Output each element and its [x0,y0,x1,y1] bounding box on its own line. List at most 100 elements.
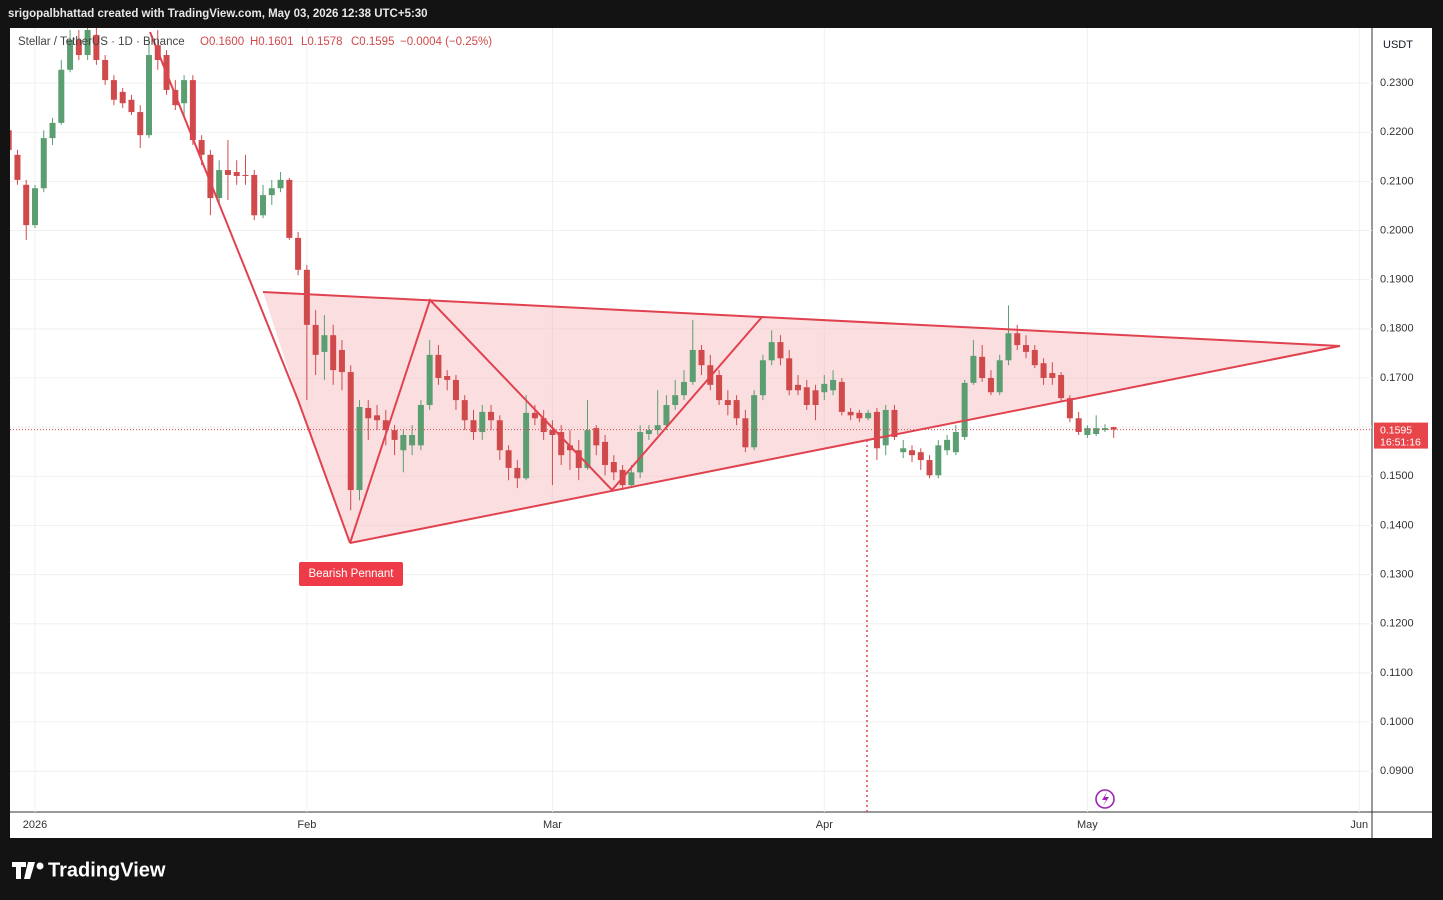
legend-value: O0.1600 [200,36,244,48]
candle-body [391,430,398,440]
candle-body [444,376,451,380]
last-price-label: 0.1595 [1380,424,1412,436]
chart-panel [10,28,1432,838]
candle-body [31,188,38,226]
candle-body [759,360,766,396]
candle-body [23,184,30,226]
candle-body [952,432,959,453]
candle-body [987,377,994,393]
candle-body [1084,428,1091,435]
candle-body [909,450,916,456]
candle-body [742,418,749,448]
candle-body [14,154,21,180]
candle-body [575,450,582,468]
candle-body [75,39,82,56]
candle-body [181,80,188,104]
y-tick-label: 0.1000 [1380,716,1414,728]
y-tick-label: 0.0900 [1380,765,1414,777]
candle-body [268,188,275,196]
candle-body [233,172,240,176]
x-tick-label: Apr [816,819,833,831]
candle-body [935,445,942,476]
legend-value: H0.1601 [250,36,293,48]
candle-body [461,400,468,421]
pennant-area [263,292,1340,543]
y-tick-label: 0.2000 [1380,224,1414,236]
countdown: 16:51:16 [1380,436,1421,448]
x-tick-label: Mar [543,819,562,831]
candle-body [891,409,898,437]
candle-body [189,80,196,141]
candle-body [93,34,100,60]
candle-body [488,411,495,421]
candle-body [944,439,951,451]
candle-body [58,69,65,123]
candle-body [531,412,538,419]
axis-unit: USDT [1383,39,1413,51]
candle-body [242,174,249,176]
alert-icon[interactable] [1095,789,1115,809]
candle-body [680,381,687,396]
candle-body [979,356,986,378]
candle-body [803,387,810,406]
candle-body [505,450,512,468]
candle-body [110,80,117,100]
candle-body [84,29,91,56]
candle-body [10,130,12,150]
candle-body [277,179,284,189]
candle-body [496,420,503,451]
y-tick-label: 0.1400 [1380,519,1414,531]
candle-body [1075,418,1082,433]
x-tick-label: May [1077,819,1098,831]
candle-body [523,412,530,479]
candle-body [137,112,144,136]
candle-body [435,354,442,378]
candle-body [645,430,652,435]
candle-body [873,411,880,449]
candle-body [794,384,801,391]
candle-body [1110,427,1117,430]
candle-body [865,412,872,419]
y-tick-label: 0.1700 [1380,372,1414,384]
candle-body [663,405,670,426]
candle-body [777,342,784,359]
y-tick-label: 0.1800 [1380,323,1414,335]
x-tick-label: 2026 [23,819,47,831]
y-tick-label: 0.1900 [1380,274,1414,286]
lower-trendline [349,345,1341,544]
candle-body [295,237,302,270]
y-tick-label: 0.2100 [1380,175,1414,187]
candle-body [330,335,337,371]
candle-body [207,154,214,199]
candle-body [602,441,609,465]
candle-body [382,420,389,431]
candle-body [970,355,977,383]
candle-body [707,365,714,385]
candle-body [812,390,819,406]
candle-body [514,467,521,479]
candle-body [303,269,310,325]
candle-body [856,412,863,419]
candle-body [260,195,267,216]
candle-body [216,170,223,199]
annotation-box [299,562,403,586]
y-tick-label: 0.2200 [1380,126,1414,138]
candle-body [847,411,854,416]
header: srigopalbhattad created with TradingView… [8,8,428,20]
candle-body [1014,333,1021,346]
candle-body [566,445,573,451]
candle-body [67,39,74,70]
brand: TradingView [48,859,166,881]
candle-body [1005,333,1012,361]
candle-body [1093,428,1100,435]
candle-body [900,448,907,453]
candle-body [689,349,696,382]
last-price-box [1374,422,1428,449]
y-tick-label: 0.1300 [1380,568,1414,580]
x-tick-label: Jun [1350,819,1368,831]
y-tick-label: 0.2300 [1380,77,1414,89]
candle-body [102,59,109,81]
upper-trendline [262,291,1341,347]
